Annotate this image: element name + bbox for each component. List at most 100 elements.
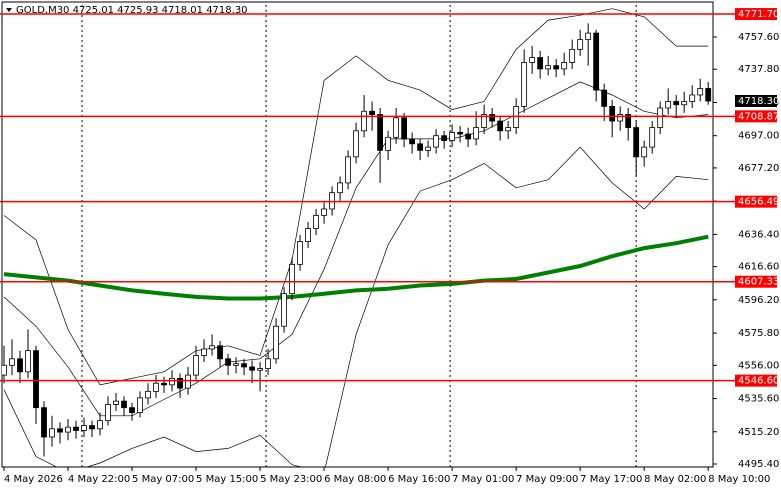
- candle-body: [2, 364, 7, 376]
- chart-title: GOLD,M30 4725.01 4725.93 4718.01 4718.30: [16, 5, 248, 16]
- level-label: 4546.60: [738, 376, 779, 387]
- candle-body: [17, 358, 23, 373]
- candle-body: [449, 132, 456, 141]
- candle-body: [329, 192, 335, 210]
- candle-body: [505, 127, 512, 132]
- candle-body: [89, 425, 95, 430]
- candle-body: [489, 114, 496, 122]
- candle-body: [417, 143, 424, 151]
- candle-body: [681, 101, 688, 106]
- candle-body: [585, 32, 592, 41]
- candle-body: [209, 345, 215, 350]
- candle-body: [465, 133, 472, 140]
- candle-body: [313, 215, 319, 229]
- candle-body: [337, 182, 343, 194]
- candle-body: [521, 62, 528, 107]
- candle-body: [577, 39, 584, 50]
- y-tick-label: 4697.00: [738, 131, 779, 142]
- candle-body: [9, 358, 15, 366]
- menu-icon: [6, 8, 12, 12]
- y-tick-label: 4757.60: [738, 32, 779, 43]
- candle-body: [137, 397, 143, 413]
- candle-body: [361, 110, 368, 132]
- level-label: 4656.49: [738, 197, 779, 208]
- candle-body: [561, 62, 568, 70]
- candle-body: [641, 146, 648, 158]
- plot-area: [2, 2, 712, 467]
- candle-body: [25, 350, 31, 373]
- x-tick-label: 6 May 16:00: [388, 474, 450, 485]
- x-tick-label: 8 May 02:00: [644, 474, 706, 485]
- x-tick-label: 5 May 15:00: [196, 474, 258, 485]
- candle-body: [33, 350, 39, 409]
- candle-body: [297, 241, 303, 265]
- candle-body: [609, 105, 616, 122]
- candle-body: [145, 390, 151, 399]
- candle-body: [105, 403, 111, 422]
- candle-body: [617, 114, 624, 122]
- candle-body: [193, 355, 199, 376]
- level-label: 4771.70: [738, 9, 779, 20]
- y-tick-label: 4556.00: [738, 360, 779, 371]
- candle-body: [409, 138, 416, 145]
- candle-body: [353, 130, 359, 158]
- candle-body: [689, 94, 696, 102]
- candle-body: [425, 146, 432, 151]
- candle-body: [233, 363, 239, 366]
- candle-body: [481, 114, 488, 128]
- candle-body: [49, 428, 55, 438]
- candle-body: [81, 425, 87, 431]
- price-label: 4718.30: [738, 96, 779, 107]
- candle-body: [545, 65, 552, 70]
- candle-body: [321, 208, 327, 216]
- candle-body: [537, 57, 544, 70]
- candle-body: [257, 368, 263, 371]
- y-tick-label: 4636.40: [738, 229, 779, 240]
- level-tag: [735, 110, 777, 123]
- candle-body: [401, 117, 408, 140]
- candle-body: [497, 120, 504, 132]
- candle-body: [633, 127, 640, 158]
- level-tag: [735, 374, 777, 387]
- candle-body: [393, 117, 400, 138]
- level-label: 4607.33: [738, 277, 779, 288]
- candle-body: [65, 426, 71, 433]
- y-tick-label: 4495.40: [738, 459, 779, 470]
- candle-body: [73, 426, 79, 431]
- candle-body: [241, 363, 247, 368]
- plot-frame: [1, 1, 714, 468]
- candle-body: [41, 407, 47, 438]
- candle-body: [473, 127, 480, 140]
- bollinger-middle: [3, 81, 709, 417]
- y-tick-label: 4737.80: [738, 64, 779, 75]
- candle-body: [113, 400, 119, 405]
- y-tick-label: 4677.20: [738, 163, 779, 174]
- candle-body: [569, 48, 576, 63]
- candle-body: [153, 382, 159, 392]
- level-tag: [735, 195, 777, 208]
- y-tick-label: 4515.20: [738, 427, 779, 438]
- candle-body: [305, 228, 311, 242]
- y-tick-label: 4535.60: [738, 394, 779, 405]
- x-tick-label: 4 May 2026: [4, 474, 63, 485]
- x-tick-label: 7 May 17:00: [580, 474, 642, 485]
- candle-body: [169, 377, 175, 386]
- candle-body: [177, 377, 183, 389]
- candle-body: [97, 420, 103, 430]
- candle-body: [665, 101, 672, 109]
- candle-body: [601, 89, 608, 107]
- y-tick-label: 4616.60: [738, 262, 779, 273]
- candle-body: [129, 407, 135, 413]
- price-tag: [735, 95, 777, 108]
- candle-body: [697, 88, 704, 96]
- x-tick-label: 6 May 08:00: [324, 474, 386, 485]
- candle-body: [369, 110, 376, 115]
- bollinger-lower: [3, 146, 709, 467]
- candle-body: [457, 132, 464, 135]
- x-tick-label: 4 May 22:00: [68, 474, 130, 485]
- x-tick-label: 7 May 01:00: [452, 474, 514, 485]
- candle-body: [249, 366, 255, 371]
- x-tick-label: 8 May 10:00: [708, 474, 770, 485]
- candle-body: [377, 114, 384, 151]
